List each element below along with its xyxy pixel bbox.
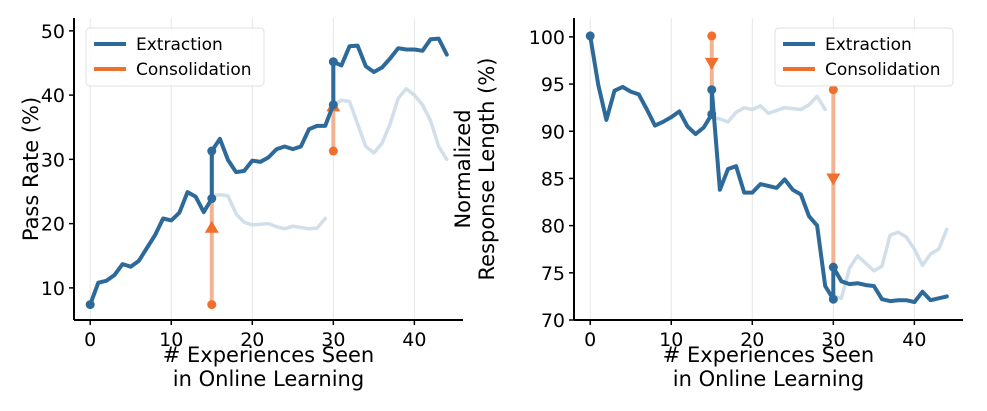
extraction-point bbox=[828, 262, 838, 272]
x-tick-label: 10 bbox=[659, 329, 683, 351]
legend-label: Extraction bbox=[136, 35, 223, 55]
y-axis-label: Pass Rate (%) bbox=[19, 97, 43, 241]
y-tick-label: 85 bbox=[541, 168, 565, 190]
x-tick-label: 0 bbox=[584, 329, 596, 351]
consolidation-start-point bbox=[707, 31, 717, 41]
y-tick-label: 30 bbox=[41, 149, 65, 171]
x-axis-label: # Experiences Seen bbox=[663, 343, 874, 367]
y-tick-label: 100 bbox=[529, 27, 565, 49]
x-tick-label: 40 bbox=[902, 329, 926, 351]
y-tick-label: 50 bbox=[41, 21, 65, 43]
extraction-point bbox=[328, 57, 338, 67]
consolidation-start-point bbox=[328, 146, 338, 156]
x-tick-label: 20 bbox=[240, 329, 264, 351]
extraction-series-line bbox=[88, 36, 449, 307]
x-tick-label: 40 bbox=[402, 329, 426, 351]
extraction-point bbox=[328, 100, 338, 110]
extraction-series-line bbox=[588, 33, 949, 305]
extraction-point bbox=[207, 194, 217, 204]
legend-box bbox=[85, 27, 265, 87]
y-tick-label: 95 bbox=[541, 74, 565, 96]
extraction-point bbox=[207, 146, 217, 156]
y-tick-label: 80 bbox=[541, 216, 565, 238]
consolidation-start-point bbox=[207, 300, 217, 310]
y-axis-label: Response Length (%) bbox=[475, 58, 499, 281]
legend-label: Extraction bbox=[825, 35, 912, 55]
x-tick-label: 0 bbox=[84, 329, 96, 351]
legend: Extraction Consolidation bbox=[774, 27, 954, 87]
x-tick-label: 10 bbox=[159, 329, 183, 351]
y-tick-label: 20 bbox=[41, 214, 65, 236]
faded-series-line bbox=[331, 86, 449, 162]
faded-series-line bbox=[210, 192, 327, 231]
consolidation-start-point bbox=[828, 85, 838, 95]
y-tick-label: 70 bbox=[541, 310, 565, 332]
legend-label: Consolidation bbox=[136, 60, 252, 80]
extraction-point bbox=[585, 31, 595, 41]
consolidation-arrowhead bbox=[704, 57, 719, 70]
y-tick-label: 40 bbox=[41, 85, 65, 107]
consolidation-arrowhead bbox=[204, 220, 219, 233]
legend-box bbox=[774, 27, 954, 87]
y-tick-label: 90 bbox=[541, 121, 565, 143]
x-axis-label: # Experiences Seen bbox=[163, 343, 374, 367]
y-tick-label: 10 bbox=[41, 278, 65, 300]
faded-series-line bbox=[831, 227, 949, 301]
x-tick-label: 30 bbox=[821, 329, 845, 351]
x-tick-label: 20 bbox=[740, 329, 764, 351]
x-axis-label: in Online Learning bbox=[173, 367, 364, 391]
y-tick-label: 75 bbox=[541, 263, 565, 285]
extraction-point bbox=[707, 109, 717, 119]
consolidation-arrowhead bbox=[826, 173, 841, 186]
legend-label: Consolidation bbox=[825, 60, 941, 80]
extraction-point bbox=[828, 294, 838, 304]
y-axis-label: Normalized bbox=[451, 109, 475, 228]
response-length-panel: 0 10 20 30 40 70 75 80 85 90 95 100 # Experiences Se… bbox=[451, 18, 963, 391]
legend: Extraction Consolidation bbox=[85, 27, 265, 87]
x-tick-label: 30 bbox=[321, 329, 345, 351]
extraction-point bbox=[85, 300, 95, 310]
extraction-point bbox=[707, 85, 717, 95]
faded-series-line bbox=[710, 94, 827, 124]
pass-rate-panel: 0 10 20 30 40 10 20 30 40 50 # Experiences Seenin … bbox=[19, 18, 463, 391]
x-axis-label: in Online Learning bbox=[673, 367, 864, 391]
